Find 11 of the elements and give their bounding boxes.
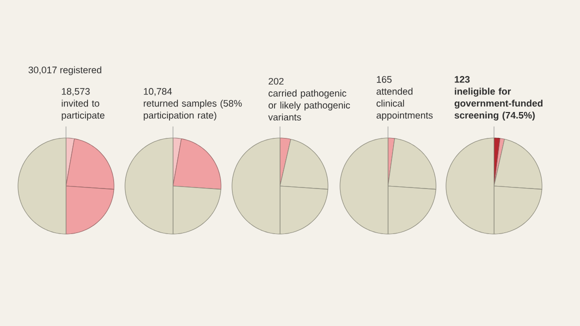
chart-title: 10,784 [144, 88, 172, 96]
chart-subtitle: invited to participate [62, 100, 104, 121]
chart-title: 165 [376, 76, 392, 83]
chart-subtitle: returned samples (58% participation rate) [144, 100, 242, 121]
text: 30,017 registered [28, 66, 102, 76]
chart-subtitle: carried pathogenic or likely pathogenic variants [268, 90, 350, 121]
chart-title: 202 [268, 78, 284, 85]
chart-subtitle: ineligible for government-funded screening (74.5%) [454, 88, 542, 121]
chart-subtitle: attended clinical appointments [376, 88, 433, 121]
chart-title: 123 [454, 76, 470, 83]
chart-title: 18,573 [62, 88, 90, 96]
